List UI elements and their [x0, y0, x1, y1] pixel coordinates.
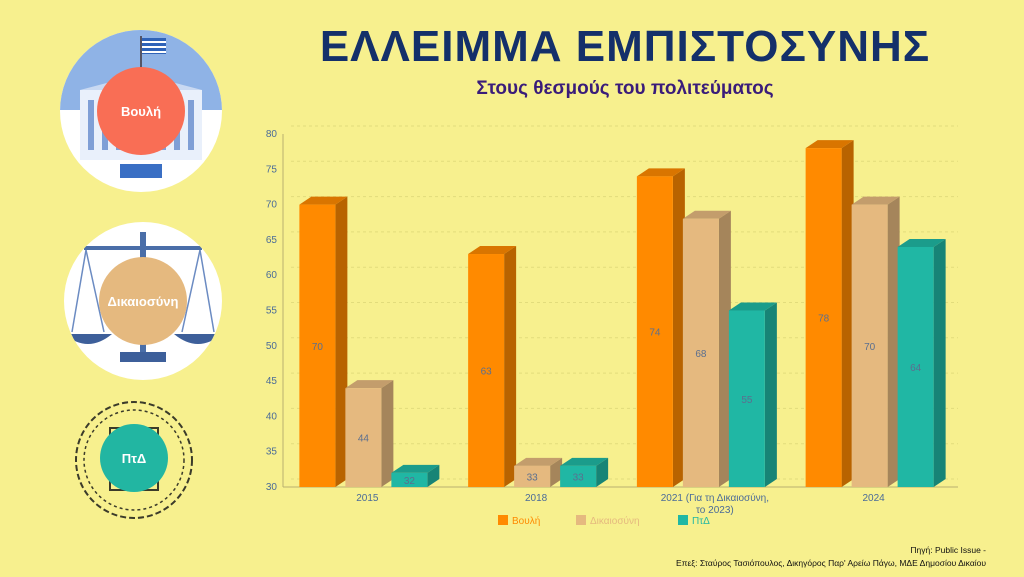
data-label: 70	[312, 342, 324, 353]
bar-top	[560, 457, 609, 466]
bar-side	[672, 168, 685, 488]
data-label: 63	[481, 367, 493, 378]
data-label: 64	[910, 363, 922, 374]
bar-top	[636, 168, 685, 177]
bar	[514, 465, 551, 487]
y-tick-label: 55	[266, 306, 278, 317]
y-tick-label: 65	[266, 235, 278, 246]
bar-top	[897, 238, 946, 247]
bar	[345, 388, 382, 487]
bar-top	[299, 196, 348, 205]
bar-top	[468, 246, 517, 255]
legend-label: Δικαιοσύνη	[590, 515, 640, 527]
bar-side	[841, 140, 854, 487]
y-tick-label: 40	[266, 411, 278, 422]
bar-side	[764, 302, 777, 487]
x-tick-label: 2015	[356, 493, 379, 504]
page-title: ΕΛΛΕΙΜΜΑ ΕΜΠΙΣΤΟΣΥΝΗΣ	[319, 22, 931, 71]
legend-swatch	[678, 515, 688, 525]
bar-top	[805, 140, 854, 149]
legend-label: ΠτΔ	[692, 516, 710, 527]
source-line-2: Επεξ: Σταύρος Τασιόπουλος, Δικηγόρος Παρ…	[675, 558, 986, 568]
bar	[299, 204, 336, 487]
bar-side	[887, 196, 900, 487]
data-label: 33	[527, 472, 539, 483]
bar	[391, 472, 428, 487]
y-tick-label: 30	[266, 482, 278, 493]
y-tick-label: 35	[266, 447, 278, 458]
bar-top	[391, 464, 440, 473]
bar	[468, 254, 505, 487]
bar	[636, 176, 673, 488]
bar-top	[682, 210, 731, 219]
justice-label: Δικαιοσύνη	[107, 293, 179, 309]
bar	[728, 310, 765, 487]
bar	[682, 218, 719, 487]
y-tick-label: 50	[266, 341, 278, 352]
source-note: Πηγή: Public Issue - Επεξ: Σταύρος Τασιό…	[676, 544, 986, 570]
bar	[897, 246, 934, 487]
bar-side	[718, 210, 731, 487]
president-circle: ΠτΔ	[72, 398, 196, 522]
bar-side	[381, 380, 394, 487]
parliament-label: Βουλή	[120, 103, 162, 119]
bar-top	[851, 196, 900, 205]
justice-circle: Δικαιοσύνη	[64, 222, 222, 380]
bar-side	[427, 464, 440, 487]
data-label: 44	[358, 434, 370, 445]
x-tick-label: 2018	[525, 493, 548, 504]
y-tick-label: 75	[266, 164, 278, 175]
bar-side	[504, 246, 517, 487]
justice-badge: Δικαιοσύνη	[99, 257, 187, 345]
x-tick-label: 2021 (Για τη Δικαιοσύνη,	[661, 492, 769, 504]
data-label: 55	[741, 395, 753, 406]
y-tick-label: 80	[266, 129, 278, 140]
x-tick-label: το 2023)	[696, 505, 734, 516]
bar	[805, 148, 842, 487]
page-subtitle: Στους θεσμούς του πολιτεύματος	[476, 78, 774, 99]
data-label: 68	[695, 349, 707, 360]
y-tick-label: 70	[266, 200, 278, 211]
bar-side	[596, 457, 609, 487]
y-tick-label: 45	[266, 376, 278, 387]
bar-top	[345, 380, 394, 389]
data-label: 70	[864, 342, 876, 353]
x-tick-label: 2024	[863, 493, 886, 504]
president-badge: ΠτΔ	[100, 424, 168, 492]
bar-top	[728, 302, 777, 311]
data-label: 33	[573, 472, 585, 483]
legend-swatch	[576, 515, 586, 525]
data-label: 78	[818, 314, 830, 325]
bar-side	[933, 238, 946, 487]
data-label: 74	[649, 328, 661, 339]
legend-swatch	[498, 515, 508, 525]
parliament-circle: Βουλή	[60, 30, 222, 192]
parliament-badge: Βουλή	[97, 67, 185, 155]
y-tick-label: 60	[266, 270, 278, 281]
legend-label: Βουλή	[512, 515, 540, 527]
source-line-1: Πηγή: Public Issue -	[910, 545, 986, 555]
data-label: 32	[404, 476, 416, 487]
bar	[851, 204, 888, 487]
bar-top	[514, 457, 563, 466]
bar-side	[550, 457, 563, 487]
bar-side	[335, 196, 348, 487]
president-label: ΠτΔ	[121, 450, 147, 466]
bar	[560, 465, 597, 487]
